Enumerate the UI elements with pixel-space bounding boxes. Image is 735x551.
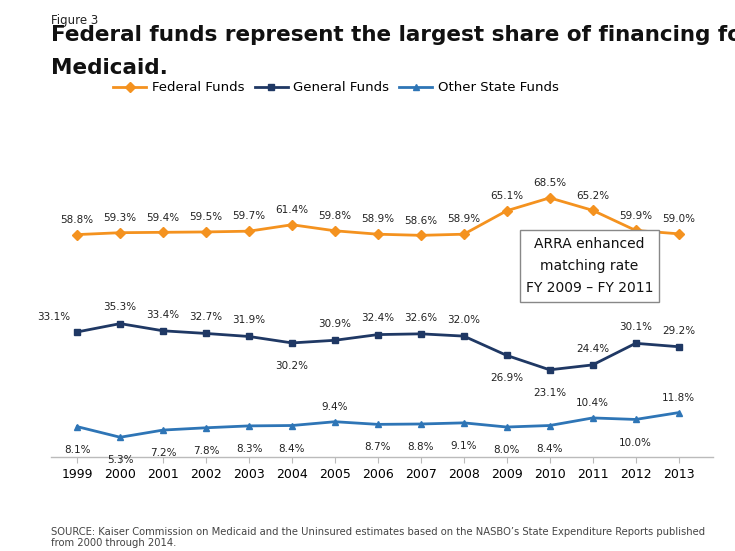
FancyBboxPatch shape — [520, 230, 659, 302]
Text: 8.0%: 8.0% — [494, 445, 520, 455]
Text: Figure 3: Figure 3 — [51, 14, 98, 27]
Text: 59.5%: 59.5% — [190, 212, 223, 222]
Text: 68.5%: 68.5% — [533, 178, 566, 188]
Text: 7.8%: 7.8% — [193, 446, 219, 456]
Text: 31.9%: 31.9% — [232, 315, 265, 326]
Text: 8.3%: 8.3% — [236, 444, 262, 454]
Text: 32.7%: 32.7% — [190, 312, 223, 322]
Text: 32.0%: 32.0% — [448, 315, 480, 325]
Text: 24.4%: 24.4% — [576, 344, 609, 354]
Text: 9.4%: 9.4% — [322, 402, 348, 412]
Text: 29.2%: 29.2% — [662, 326, 695, 336]
Text: 8.8%: 8.8% — [408, 442, 434, 452]
Text: 58.6%: 58.6% — [404, 215, 437, 225]
Text: THE HENRY J.
KAISER
FAMILY
FOUNDATION: THE HENRY J. KAISER FAMILY FOUNDATION — [644, 500, 701, 544]
Text: 59.0%: 59.0% — [662, 214, 695, 224]
Text: Medicaid.: Medicaid. — [51, 58, 168, 78]
Text: 30.9%: 30.9% — [318, 319, 351, 329]
Text: 33.4%: 33.4% — [146, 310, 179, 320]
Text: SOURCE: Kaiser Commission on Medicaid and the Uninsured estimates based on the N: SOURCE: Kaiser Commission on Medicaid an… — [51, 527, 706, 548]
Text: 26.9%: 26.9% — [490, 374, 523, 383]
Text: 8.4%: 8.4% — [537, 444, 563, 453]
Text: 23.1%: 23.1% — [533, 388, 566, 398]
Text: 59.3%: 59.3% — [104, 213, 137, 223]
Text: 33.1%: 33.1% — [37, 312, 71, 322]
Text: 65.1%: 65.1% — [490, 191, 523, 201]
Text: ARRA enhanced
matching rate
FY 2009 – FY 2011: ARRA enhanced matching rate FY 2009 – FY… — [526, 237, 653, 295]
Text: 59.9%: 59.9% — [619, 210, 652, 221]
Text: 61.4%: 61.4% — [276, 205, 309, 215]
Text: 30.1%: 30.1% — [619, 322, 652, 332]
Text: 59.7%: 59.7% — [232, 212, 265, 222]
Text: 65.2%: 65.2% — [576, 191, 609, 201]
Text: 59.4%: 59.4% — [146, 213, 179, 223]
Text: 59.8%: 59.8% — [318, 211, 351, 221]
Text: 58.8%: 58.8% — [61, 215, 94, 225]
Legend: Federal Funds, General Funds, Other State Funds: Federal Funds, General Funds, Other Stat… — [108, 76, 564, 100]
Text: 35.3%: 35.3% — [104, 302, 137, 312]
Text: 8.7%: 8.7% — [365, 442, 391, 452]
Text: Federal funds represent the largest share of financing for: Federal funds represent the largest shar… — [51, 25, 735, 45]
Text: 32.4%: 32.4% — [362, 314, 395, 323]
Text: 5.3%: 5.3% — [107, 455, 134, 465]
Text: 58.9%: 58.9% — [362, 214, 395, 224]
Text: 11.8%: 11.8% — [662, 393, 695, 403]
Text: 10.0%: 10.0% — [619, 437, 652, 447]
Text: 30.2%: 30.2% — [276, 361, 309, 371]
Text: 58.9%: 58.9% — [448, 214, 481, 224]
Text: 7.2%: 7.2% — [150, 448, 176, 458]
Text: 8.1%: 8.1% — [64, 445, 90, 455]
Text: 8.4%: 8.4% — [279, 444, 305, 453]
Text: 32.6%: 32.6% — [404, 313, 437, 323]
Text: 9.1%: 9.1% — [451, 441, 477, 451]
Text: 10.4%: 10.4% — [576, 398, 609, 408]
